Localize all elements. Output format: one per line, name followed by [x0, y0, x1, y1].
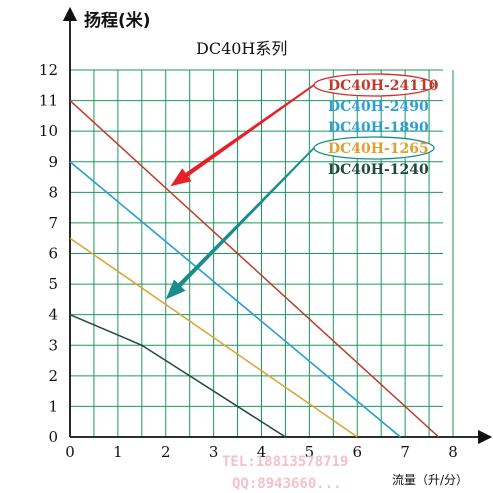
y-tick-label: 8	[48, 183, 58, 201]
legend-entry: DC40H-2490	[328, 99, 429, 115]
y-tick-label: 1	[48, 397, 58, 415]
series-lines	[69, 100, 440, 438]
watermark-line-1: TEL:18813578719	[222, 454, 348, 470]
y-tick-label: 7	[48, 214, 58, 232]
x-axis-title: 流量（升/分）	[392, 473, 468, 487]
y-axis-title: 扬程(米)	[84, 10, 151, 31]
x-tick-label: 4	[257, 443, 267, 461]
x-tick-label: 0	[65, 443, 75, 461]
y-tick-label: 9	[48, 153, 58, 171]
x-tick-label: 6	[352, 443, 362, 461]
legend-entry: DC40H-24110	[328, 78, 439, 94]
x-tick-label: 8	[448, 443, 458, 461]
series-line	[69, 237, 358, 438]
x-tick-label: 1	[113, 443, 123, 461]
legend: DC40H-24110 DC40H-2490 DC40H-1890 DC40H-126…	[313, 73, 439, 178]
y-tick-label: 5	[48, 275, 58, 293]
series-line	[69, 161, 401, 438]
chart-title: DC40H系列	[196, 39, 287, 58]
x-tick-label: 2	[161, 443, 171, 461]
x-tick-label: 7	[400, 443, 410, 461]
series-line	[69, 313, 286, 438]
legend-entry: DC40H-1240	[328, 162, 429, 178]
y-tick-label: 11	[39, 92, 58, 110]
x-tick-label: 5	[305, 443, 315, 461]
pointer-arrows	[165, 84, 315, 300]
axes	[62, 6, 493, 445]
pointer-arrow	[165, 147, 315, 300]
y-tick-label: 12	[39, 61, 58, 79]
pointer-arrow	[170, 84, 315, 187]
legend-entry: DC40H-1265	[328, 141, 429, 157]
y-tick-label: 0	[48, 428, 58, 446]
x-tick-label: 3	[209, 443, 219, 461]
y-tick-label: 2	[48, 367, 58, 385]
y-tick-label: 10	[39, 122, 58, 140]
series-line	[69, 100, 440, 438]
watermark-line-2: QQ:8943660...	[232, 476, 342, 492]
y-tick-label: 4	[48, 306, 58, 324]
legend-entry: DC40H-1890	[328, 120, 429, 136]
y-tick-label: 3	[48, 336, 58, 354]
y-tick-label: 6	[48, 245, 58, 263]
x-tick-labels: 0 1 2 3 4 5 6 7 8	[65, 443, 458, 461]
